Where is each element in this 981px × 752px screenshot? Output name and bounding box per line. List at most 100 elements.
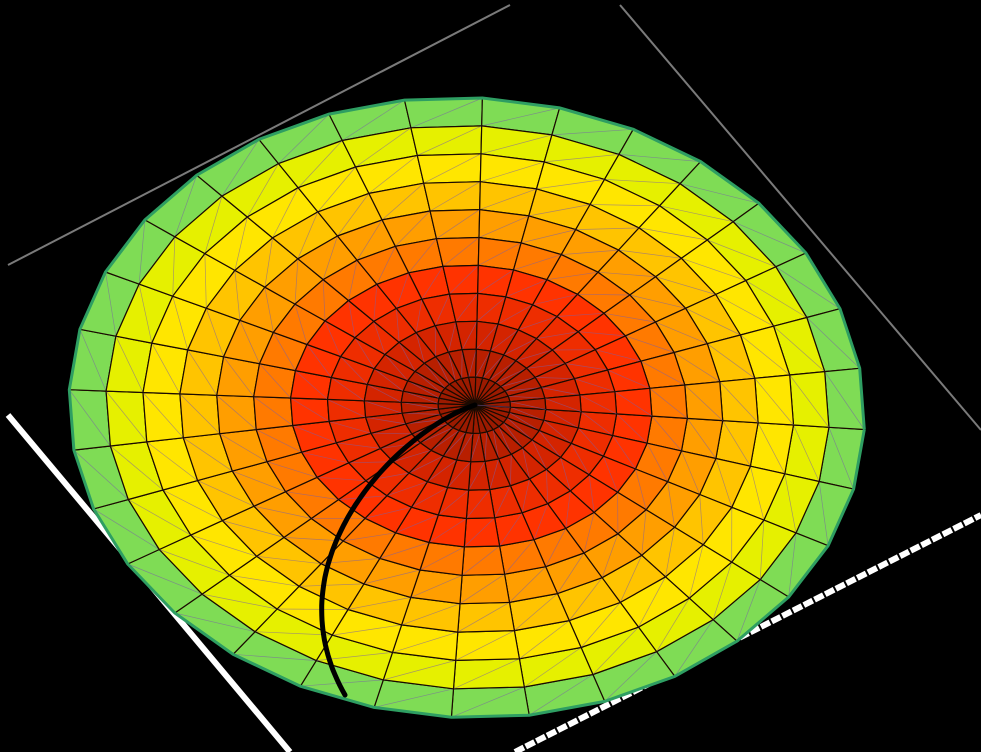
surface-diagonal <box>383 660 456 681</box>
surface-face <box>649 384 688 419</box>
surface-diagonal <box>348 461 394 464</box>
surface-diagonal <box>565 363 608 371</box>
surface-diagonal <box>806 317 860 369</box>
surface-diagonal <box>719 381 759 424</box>
surface-diagonal <box>172 236 176 297</box>
surface-diagonal <box>545 528 567 567</box>
surface-diagonal <box>475 350 491 378</box>
surface-diagonal <box>216 395 257 430</box>
surface-diagonal <box>526 363 566 369</box>
surface-diagonal <box>518 316 558 331</box>
surface-diagonal <box>528 204 591 217</box>
surface-diagonal <box>665 527 675 577</box>
surface-diagonal <box>110 445 164 491</box>
surface-diagonal <box>592 626 639 675</box>
surface-diagonal <box>317 166 356 213</box>
surface-diagonal <box>504 539 535 575</box>
surface-diagonal <box>306 344 332 378</box>
surface-diagonal <box>329 421 372 434</box>
surface-diagonal <box>524 647 582 688</box>
surface-face <box>442 264 479 295</box>
surface-diagonal <box>546 271 599 281</box>
surface-diagonal <box>401 401 439 410</box>
surface-diagonal <box>674 619 714 677</box>
surface-diagonal <box>105 390 148 443</box>
surface-diagonal <box>503 338 537 356</box>
surface-diagonal <box>448 321 457 353</box>
surface-diagonal <box>641 509 647 556</box>
surface-diagonal <box>625 335 675 353</box>
surface-diagonal <box>588 474 595 513</box>
surface-diagonal <box>233 653 317 661</box>
surface-diagonal <box>793 424 820 482</box>
surface-diagonal <box>468 461 486 491</box>
surface-diagonal <box>477 269 514 294</box>
surface-diagonal <box>183 437 233 472</box>
surface-diagonal <box>365 416 406 425</box>
surface-diagonal <box>332 624 402 636</box>
surface-diagonal <box>541 387 580 396</box>
surface-diagonal <box>745 280 807 318</box>
surface-diagonal <box>773 325 825 372</box>
surface-diagonal <box>451 686 525 718</box>
surface-rim <box>67 96 866 719</box>
surface-diagonal <box>570 443 590 475</box>
surface-diagonal <box>327 399 366 418</box>
surface-diagonal <box>348 260 358 301</box>
surface-diagonal <box>234 270 241 321</box>
frame-edge-top-right <box>619 4 981 431</box>
surface-diagonal <box>187 349 218 396</box>
surface-diagonal <box>580 602 621 648</box>
surface-diagonal <box>470 433 481 462</box>
surface-diagonal <box>616 413 648 444</box>
surface-diagonal <box>556 312 605 317</box>
surface-diagonal <box>172 296 189 350</box>
surface-diagonal <box>489 360 517 381</box>
surface-diagonal <box>128 499 191 536</box>
surface-diagonal <box>324 320 341 357</box>
surface-diagonal <box>402 412 441 415</box>
surface-diagonal <box>656 598 690 652</box>
surface-diagonal <box>219 433 268 463</box>
surface-face <box>614 387 653 417</box>
surface-diagonal <box>521 478 530 513</box>
surface-diagonal <box>455 630 515 661</box>
surface-diagonal <box>614 391 653 417</box>
surface-diagonal <box>484 431 488 462</box>
surface-diagonal <box>536 331 579 339</box>
surface-diagonal <box>264 287 274 333</box>
surface-diagonal <box>204 253 207 309</box>
surface-diagonal <box>443 432 467 457</box>
surface-diagonal <box>522 447 530 480</box>
surface-diagonal <box>478 215 529 238</box>
surface-diagonal <box>722 420 751 467</box>
surface-diagonal <box>533 503 549 540</box>
surface-diagonal <box>294 304 308 345</box>
surface-diagonal <box>355 127 412 168</box>
surface-diagonal <box>410 97 483 129</box>
surface-diagonal <box>604 179 681 185</box>
surface-diagonal <box>480 134 552 155</box>
surface-diagonal <box>479 188 537 210</box>
surface-diagonal <box>174 175 198 237</box>
surface-diagonal <box>138 219 146 285</box>
surface-face <box>326 398 367 422</box>
surface-face <box>290 397 330 427</box>
bowl-surface <box>67 96 866 719</box>
surface-diagonal <box>476 296 507 322</box>
surface-diagonal <box>205 308 224 357</box>
surface-diagonal <box>629 294 686 309</box>
surface-diagonal <box>459 573 505 604</box>
surface-diagonal <box>297 211 319 259</box>
surface-diagonal <box>447 461 471 488</box>
surface-diagonal <box>638 576 666 628</box>
surface-diagonal <box>509 401 546 410</box>
surface-face <box>179 393 221 439</box>
surface-diagonal <box>336 442 381 449</box>
surface-diagonal <box>93 508 160 550</box>
surface-diagonal <box>565 490 571 529</box>
surface-diagonal <box>638 227 708 241</box>
surface-diagonal <box>546 469 549 504</box>
surface-diagonal <box>575 227 640 230</box>
surface-diagonal <box>417 125 482 156</box>
